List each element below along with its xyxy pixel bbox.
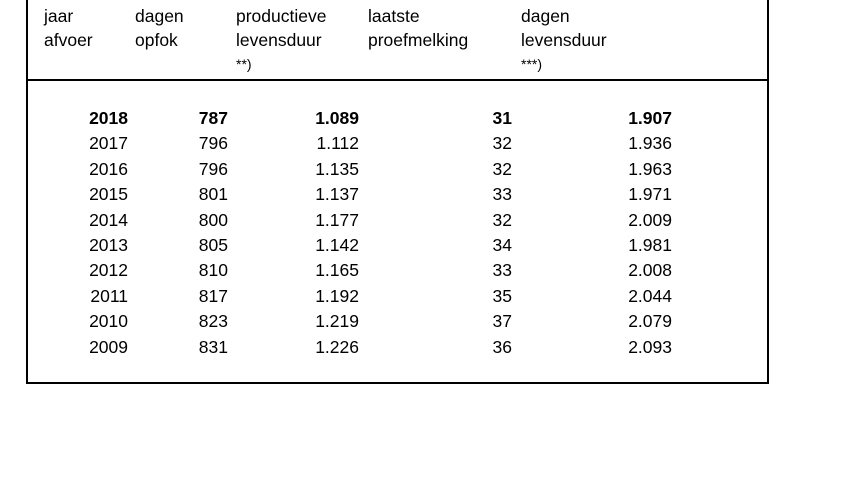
cell-jaar: 2012 [89,260,128,281]
table-row: 2018 787 1.089 31 1.907 [0,106,864,131]
table-row: 2017 796 1.112 32 1.936 [0,131,864,156]
cell-opfok: 787 [198,108,228,128]
cell-opfok: 810 [198,260,228,281]
cell-productief: 1.112 [316,133,360,154]
cell-levensduur: 2.079 [628,311,672,332]
header-divider [26,79,769,81]
table-row: 2014 800 1.177 32 2.009 [0,208,864,233]
cell-opfok: 800 [198,209,228,230]
header-levensduur: levensduur [236,30,322,50]
header-afvoer: afvoer [44,30,93,50]
header-laatste: laatste [368,6,420,26]
cell-levensduur: 1.963 [628,158,672,179]
cell-jaar: 2018 [89,108,128,128]
cell-proef: 36 [492,336,512,357]
cell-jaar: 2016 [89,158,128,179]
cell-proef: 37 [492,311,512,332]
cell-opfok: 831 [198,336,228,357]
header-productieve: productieve [236,6,327,26]
cell-levensduur: 1.971 [628,184,672,205]
cell-levensduur: 1.907 [628,108,672,128]
cell-jaar: 2013 [89,235,128,255]
cell-levensduur: 2.008 [628,260,672,281]
cell-productief: 1.135 [315,158,359,179]
cell-jaar: 2017 [89,133,128,154]
cell-levensduur: 2.009 [628,209,672,230]
cell-proef: 31 [492,108,512,128]
header-dagen-opfok-2: opfok [135,30,178,50]
header-dagen-levensduur-2: levensduur [521,30,607,50]
cell-proef: 32 [492,209,512,230]
cell-productief: 1.142 [315,235,359,255]
cell-productief: 1.219 [315,311,359,332]
header-footnote-2: **) [236,56,252,72]
cell-jaar: 2010 [89,311,128,332]
cell-productief: 1.137 [315,184,359,205]
cell-proef: 32 [492,158,512,179]
header-jaar: jaar [44,6,74,26]
cell-jaar: 2011 [90,285,128,306]
cell-opfok: 801 [198,184,228,205]
cell-opfok: 817 [198,285,228,306]
cell-opfok: 796 [198,133,228,154]
table-row: 2010 823 1.219 37 2.079 [0,309,864,334]
cell-proef: 34 [492,235,512,255]
header-clipped-fragment: g [368,0,388,2]
cell-opfok: 823 [198,311,228,332]
header-footnote-3: ***) [521,56,543,72]
cell-jaar: 2015 [89,184,128,205]
table-row: 2011 817 1.192 35 2.044 [0,284,864,309]
cell-opfok: 796 [198,158,228,179]
cell-productief: 1.165 [315,260,359,281]
cell-proef: 32 [492,133,512,154]
cell-productief: 1.177 [315,209,359,230]
cell-proef: 35 [492,285,512,306]
header-dagen-levensduur-1: dagen [521,6,570,26]
cell-jaar: 2014 [89,209,128,230]
cell-opfok: 805 [198,235,228,255]
table-row: 2013 805 1.142 34 1.981 [0,233,864,258]
table-frame [26,0,769,384]
cell-levensduur: 2.093 [628,336,672,357]
cell-proef: 33 [492,260,512,281]
table-row: 2009 831 1.226 36 2.093 [0,335,864,360]
table-row: 2015 801 1.137 33 1.971 [0,182,864,207]
cell-levensduur: 1.981 [628,235,672,255]
cell-productief: 1.226 [315,336,359,357]
table-row: 2012 810 1.165 33 2.008 [0,258,864,283]
cell-levensduur: 2.044 [628,285,672,306]
cell-jaar: 2009 [89,336,128,357]
cell-productief: 1.192 [315,285,359,306]
cell-productief: 1.089 [315,108,359,128]
header-proefmelking: proefmelking [368,30,469,50]
cell-proef: 33 [492,184,512,205]
header-dagen-opfok-1: dagen [135,6,184,26]
cell-levensduur: 1.936 [628,133,672,154]
table-row: 2016 796 1.135 32 1.963 [0,157,864,182]
